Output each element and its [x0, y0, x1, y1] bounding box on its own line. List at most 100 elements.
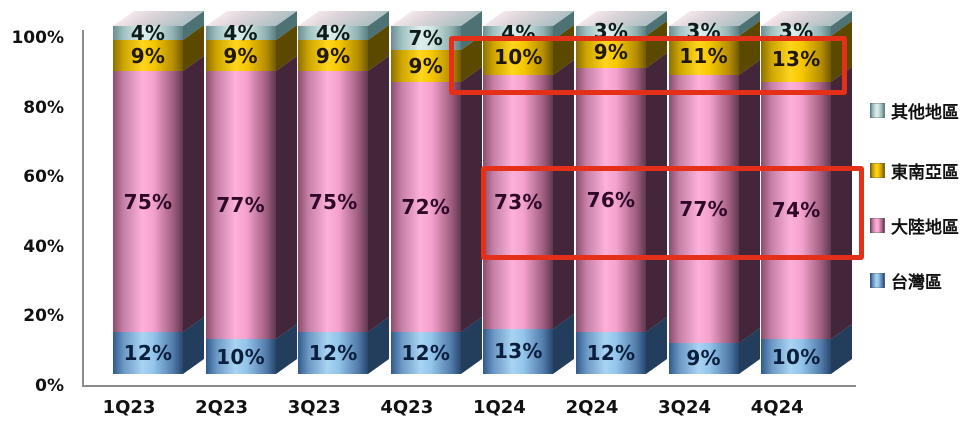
x-tick-label: 1Q23 — [102, 397, 156, 418]
segment-value-label: 4% — [223, 20, 258, 45]
segment-value-label: 77% — [679, 196, 728, 221]
y-tick-label: 20% — [23, 306, 64, 327]
bar-segment-2Q24: 12% — [576, 332, 646, 374]
legend-item: 台灣區 — [870, 269, 942, 293]
bar-segment-1Q24: 73% — [483, 74, 554, 329]
bar-1Q24: 13% 73% 10% 4% — [483, 10, 575, 374]
bar-segment-2Q23: 10% — [205, 339, 276, 374]
x-tick-label: 3Q24 — [658, 397, 712, 418]
y-tick-label: 40% — [23, 236, 64, 257]
legend-item: 其他地區 — [870, 99, 959, 123]
segment-value-label: 9% — [593, 40, 629, 65]
bar-segment-2Q23: 4% — [205, 21, 276, 45]
bar-4Q24: 10% 74% 13% 3% — [761, 10, 853, 374]
bar-segment-3Q23: 75% — [298, 71, 369, 333]
bar-side-segment — [275, 56, 297, 340]
segment-value-label: 4% — [315, 20, 351, 45]
bar-segment-3Q24: 9% — [668, 342, 739, 374]
y-tick-label: 80% — [23, 97, 64, 118]
x-tick-label: 4Q23 — [380, 397, 434, 418]
bar-segment-2Q24: 9% — [576, 36, 646, 68]
segment-value-label: 4% — [130, 20, 166, 45]
bar-side-segment — [460, 66, 482, 333]
segment-value-label: 12% — [586, 341, 636, 366]
bar-segment-1Q23: 75% — [113, 71, 183, 333]
bar-side-segment — [368, 56, 390, 333]
bar-side-segment — [183, 56, 204, 333]
legend-label: 其他地區 — [891, 102, 959, 123]
segment-value-label: 74% — [771, 198, 821, 223]
legend-item: 大陸地區 — [870, 214, 959, 238]
legend-swatch — [870, 102, 885, 118]
bar-segment-1Q23: 9% — [113, 39, 183, 72]
bar-segment-4Q24: 10% — [761, 339, 832, 374]
legend-item: 東南亞區 — [870, 159, 959, 183]
legend-swatch — [870, 217, 885, 233]
segment-value-label: 11% — [679, 43, 728, 68]
segment-value-label: 12% — [123, 341, 173, 366]
segment-value-label: 9% — [408, 54, 444, 79]
bar-segment-4Q23: 72% — [390, 81, 461, 333]
bar-segment-3Q24: 11% — [668, 36, 739, 75]
bar-segment-2Q24: 3% — [576, 19, 646, 43]
x-tick-label: 3Q23 — [287, 397, 341, 418]
legend-label: 台灣區 — [891, 272, 942, 293]
bar-side-face — [275, 10, 297, 374]
bar-segment-3Q23: 4% — [298, 21, 369, 45]
segment-value-label: 72% — [401, 194, 451, 219]
segment-value-label: 9% — [223, 43, 258, 68]
highlight-box-southeast-asia — [449, 36, 847, 95]
bar-segment-4Q24: 3% — [761, 19, 832, 43]
bar-segment-2Q24: 76% — [576, 67, 646, 333]
y-tick-label: 0% — [35, 376, 64, 396]
x-tick-label: 1Q24 — [472, 397, 526, 418]
x-axis-line — [82, 385, 856, 387]
segment-value-label: 75% — [123, 189, 173, 214]
bar-1Q23: 12% 75% 9% 4% — [113, 10, 204, 374]
bar-2Q24: 12% 76% 9% 3% — [576, 10, 667, 374]
bar-segment-4Q23: 12% — [390, 332, 461, 374]
bar-4Q23: 12% 72% 9% 7% — [390, 10, 482, 374]
segment-value-label: 77% — [216, 193, 265, 218]
segment-value-label: 9% — [130, 43, 166, 68]
segment-value-label: 10% — [771, 344, 821, 369]
bar-segment-4Q24: 13% — [761, 36, 832, 82]
legend-swatch — [870, 162, 885, 178]
bar-segment-1Q23: 12% — [113, 332, 183, 374]
bar-segment-1Q24: 10% — [483, 39, 554, 75]
bar-2Q23: 10% 77% 9% 4% — [205, 10, 297, 374]
y-tick-label: 60% — [23, 167, 64, 188]
segment-value-label: 10% — [494, 45, 543, 70]
bar-segment-3Q24: 3% — [668, 19, 739, 43]
bar-segment-2Q23: 9% — [205, 39, 276, 72]
bar-3Q23: 12% 75% 9% 4% — [298, 10, 390, 374]
segment-value-label: 12% — [401, 341, 451, 366]
bar-side-face — [368, 10, 390, 374]
bar-segment-3Q23: 12% — [298, 332, 369, 374]
segment-value-label: 7% — [408, 26, 444, 51]
segment-value-label: 10% — [216, 344, 265, 369]
segment-value-label: 9% — [686, 346, 721, 371]
bar-segment-3Q23: 9% — [298, 39, 369, 72]
highlight-box-mainland — [481, 166, 864, 260]
segment-value-label: 13% — [771, 47, 821, 72]
x-tick-label: 4Q24 — [750, 397, 804, 418]
bar-segment-4Q24: 74% — [761, 81, 832, 340]
bar-segment-3Q24: 77% — [668, 74, 739, 343]
x-tick-label: 2Q24 — [565, 397, 619, 418]
segment-value-label: 76% — [586, 187, 636, 212]
legend-swatch — [870, 272, 885, 288]
segment-value-label: 12% — [308, 341, 358, 366]
bar-segment-1Q24: 13% — [483, 328, 554, 374]
segment-value-label: 73% — [494, 189, 543, 214]
segment-value-label: 75% — [308, 189, 358, 214]
y-axis-line — [82, 30, 84, 387]
bar-segment-1Q23: 4% — [113, 21, 183, 45]
segment-value-label: 13% — [494, 339, 543, 364]
bar-side-face — [183, 10, 204, 374]
bar-segment-2Q23: 77% — [205, 71, 276, 340]
legend-label: 大陸地區 — [891, 217, 959, 238]
segment-value-label: 9% — [315, 43, 351, 68]
x-tick-label: 2Q23 — [195, 397, 249, 418]
